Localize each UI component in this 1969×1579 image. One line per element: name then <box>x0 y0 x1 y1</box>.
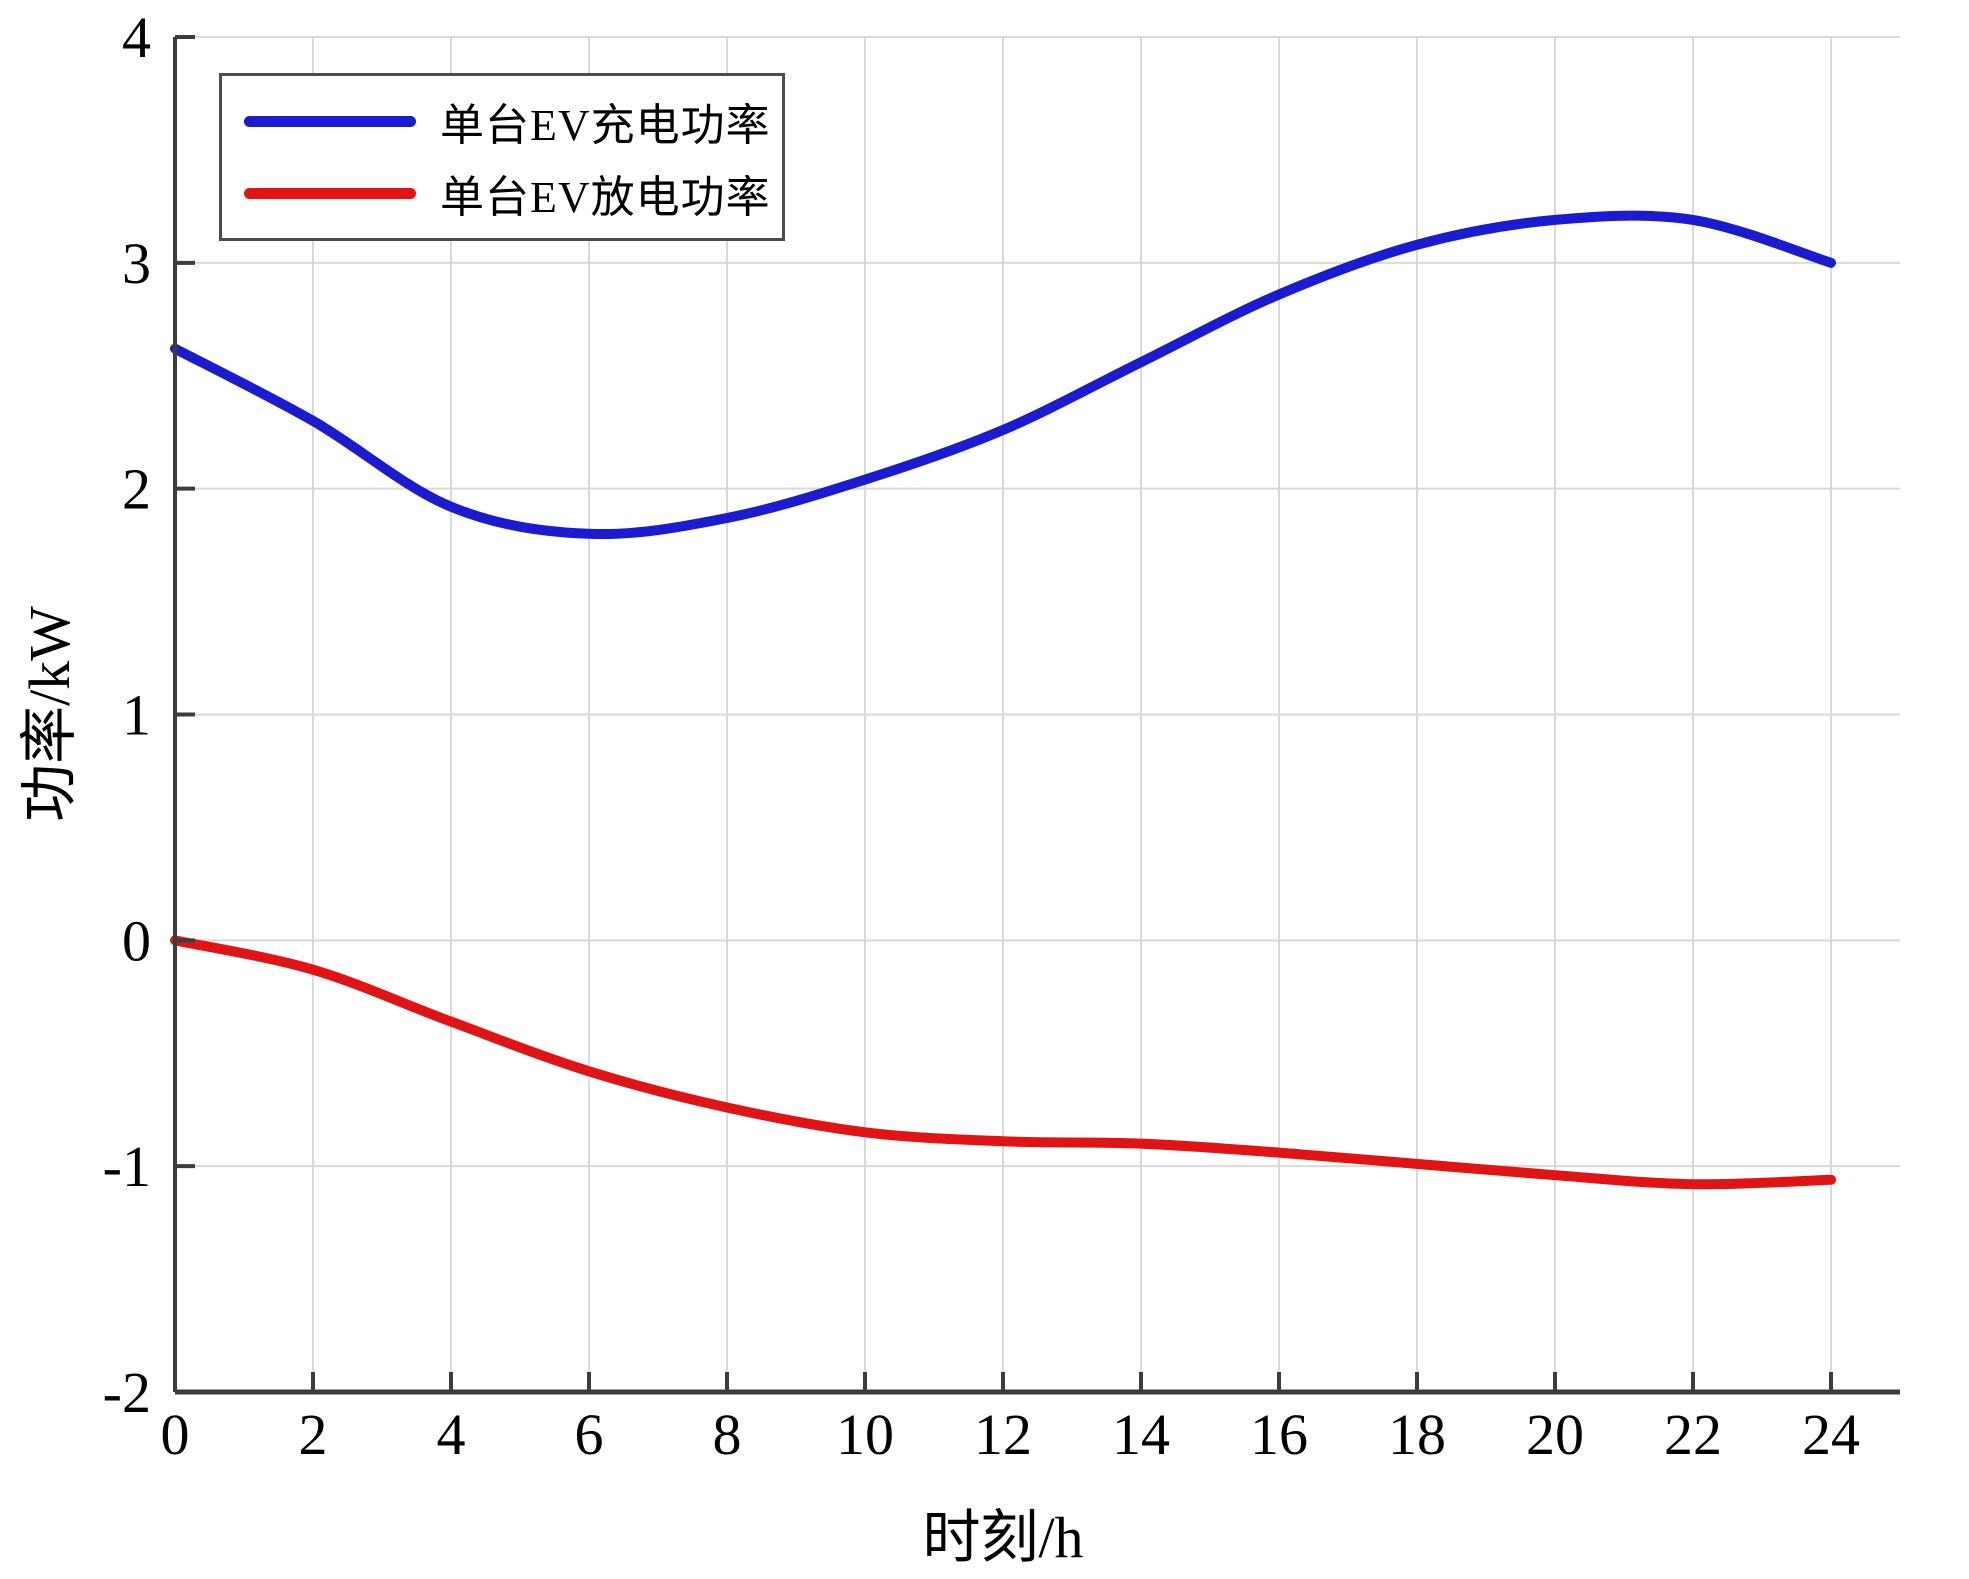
x-tick-label: 8 <box>713 1402 742 1467</box>
x-tick-label: 10 <box>836 1402 894 1467</box>
x-tick-label: 16 <box>1250 1402 1308 1467</box>
y-tick-label: 0 <box>122 908 151 973</box>
y-tick-label: 2 <box>122 457 151 522</box>
legend-item-discharge: 单台EV放电功率 <box>244 162 770 224</box>
x-tick-label: 18 <box>1388 1402 1446 1467</box>
y-axis-title: 功率/kW <box>17 606 82 822</box>
x-tick-label: 4 <box>437 1402 466 1467</box>
discharge-power-curve <box>170 935 1836 1190</box>
x-tick-label: 0 <box>161 1402 190 1467</box>
legend-label-charge: 单台EV充电功率 <box>440 101 771 150</box>
y-tick-label: -1 <box>103 1134 151 1199</box>
x-axis-title: 时刻/h <box>922 1505 1084 1570</box>
x-tick-label: 24 <box>1802 1402 1860 1467</box>
x-tick-label: 6 <box>575 1402 604 1467</box>
y-tick-label: 4 <box>122 5 151 70</box>
x-tick-label: 12 <box>974 1402 1032 1467</box>
discharge-line-swatch <box>244 187 416 199</box>
legend-item-charge: 单台EV充电功率 <box>244 90 770 152</box>
x-tick-label: 2 <box>299 1402 328 1467</box>
y-tick-label: 3 <box>122 231 151 296</box>
charge-line-swatch <box>244 115 416 127</box>
x-tick-label: 22 <box>1664 1402 1722 1467</box>
legend: 单台EV充电功率 单台EV放电功率 <box>219 73 785 241</box>
charge-power-curve <box>170 210 1836 540</box>
x-tick-label: 14 <box>1112 1402 1170 1467</box>
x-tick-label: 20 <box>1526 1402 1584 1467</box>
y-tick-label: -2 <box>103 1360 151 1425</box>
y-tick-label: 1 <box>122 683 151 748</box>
legend-label-discharge: 单台EV放电功率 <box>440 173 771 222</box>
